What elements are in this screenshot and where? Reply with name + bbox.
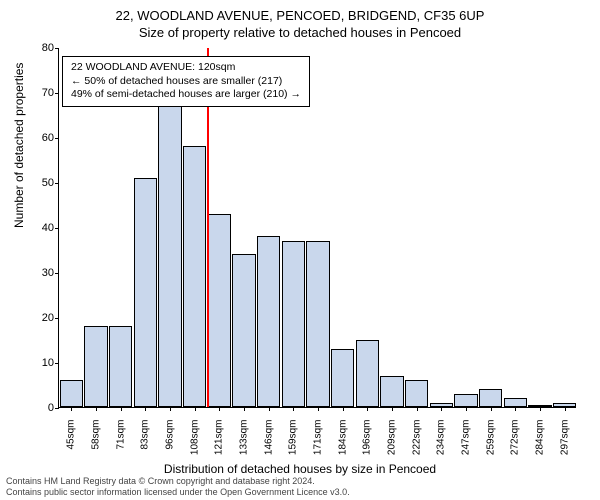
x-axis-label: Distribution of detached houses by size … [0,462,600,476]
x-tick-mark [96,407,97,411]
y-tick-label: 40 [42,222,54,234]
x-tick-mark [343,407,344,411]
title-line-1: 22, WOODLAND AVENUE, PENCOED, BRIDGEND, … [0,0,600,23]
x-tick-mark [318,407,319,411]
x-tick-mark [417,407,418,411]
x-tick-mark [219,407,220,411]
footer-line-1: Contains HM Land Registry data © Crown c… [6,476,350,487]
histogram-bar [405,380,428,407]
histogram-bar [109,326,132,407]
x-tick-mark [293,407,294,411]
histogram-bar [331,349,354,408]
histogram-bar [208,214,231,408]
x-tick-mark [170,407,171,411]
histogram-bar [306,241,329,408]
y-tick-mark [55,183,59,184]
annotation-line: 22 WOODLAND AVENUE: 120sqm [71,61,301,75]
annotation-box: 22 WOODLAND AVENUE: 120sqm← 50% of detac… [62,56,310,107]
histogram-bar [380,376,403,408]
y-tick-label: 0 [48,402,54,414]
y-tick-label: 70 [42,87,54,99]
x-tick-mark [269,407,270,411]
x-tick-mark [121,407,122,411]
x-tick-mark [540,407,541,411]
y-tick-mark [55,48,59,49]
y-tick-label: 10 [42,357,54,369]
x-tick-mark [145,407,146,411]
histogram-bar [232,254,255,407]
y-tick-mark [55,273,59,274]
x-tick-mark [565,407,566,411]
x-tick-mark [71,407,72,411]
x-tick-mark [195,407,196,411]
y-tick-mark [55,363,59,364]
y-tick-mark [55,408,59,409]
annotation-line: ← 50% of detached houses are smaller (21… [71,75,301,89]
y-tick-mark [55,318,59,319]
histogram-bar [183,146,206,407]
y-tick-mark [55,93,59,94]
y-tick-label: 80 [42,42,54,54]
histogram-bar [84,326,107,407]
x-tick-mark [392,407,393,411]
x-tick-mark [466,407,467,411]
y-tick-mark [55,228,59,229]
y-tick-label: 30 [42,267,54,279]
y-axis-label: Number of detached properties [12,63,26,228]
x-tick-mark [441,407,442,411]
histogram-bar [356,340,379,408]
histogram-bar [158,106,181,408]
histogram-bar [134,178,157,408]
histogram-bar [454,394,477,408]
x-tick-mark [244,407,245,411]
y-tick-label: 50 [42,177,54,189]
histogram-bar [479,389,502,407]
footer-attribution: Contains HM Land Registry data © Crown c… [6,476,350,498]
x-tick-mark [367,407,368,411]
annotation-line: 49% of semi-detached houses are larger (… [71,88,301,102]
histogram-bar [504,398,527,407]
histogram-bar [257,236,280,407]
x-tick-mark [491,407,492,411]
histogram-bar [60,380,83,407]
histogram-bar [282,241,305,408]
y-tick-label: 20 [42,312,54,324]
footer-line-2: Contains public sector information licen… [6,487,350,498]
subtitle-line-2: Size of property relative to detached ho… [0,23,600,40]
y-tick-mark [55,138,59,139]
x-tick-mark [515,407,516,411]
y-tick-label: 60 [42,132,54,144]
